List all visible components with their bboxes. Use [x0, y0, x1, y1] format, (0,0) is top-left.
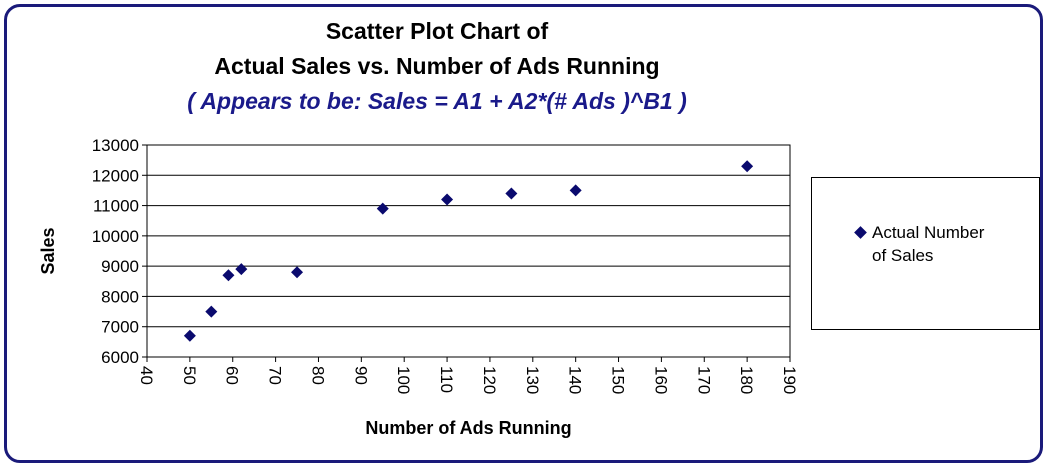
data-point [205, 305, 218, 318]
legend-label: Actual Number of Sales [872, 223, 985, 265]
plot-area [146, 144, 791, 358]
x-tick-label: 70 [266, 366, 285, 385]
x-tick-label: 190 [780, 366, 799, 394]
y-tick-label: 6000 [101, 348, 139, 367]
y-axis-label: Sales [38, 227, 58, 274]
x-tick-label: 50 [180, 366, 199, 385]
x-tick-label: 130 [523, 366, 542, 394]
legend: Actual Number of Sales [811, 177, 1040, 330]
x-tick-label: 180 [737, 366, 756, 394]
x-tick-label: 60 [223, 366, 242, 385]
chart-title: Scatter Plot Chart of [325, 18, 549, 44]
x-tick-label: 90 [351, 366, 370, 385]
x-tick-label: 120 [480, 366, 499, 394]
data-point [441, 193, 454, 206]
y-tick-label: 10000 [92, 227, 139, 246]
data-point [183, 329, 196, 342]
x-tick-label: 110 [437, 366, 456, 393]
y-tick-label: 8000 [101, 287, 139, 306]
y-tick-label: 11000 [93, 197, 139, 216]
x-tick-label: 80 [308, 366, 327, 385]
data-point [505, 187, 518, 200]
y-tick-label: 9000 [101, 257, 139, 276]
x-tick-label: 100 [394, 366, 413, 394]
x-tick-label: 40 [137, 366, 156, 385]
data-point [235, 263, 248, 276]
x-tick-label: 140 [566, 366, 585, 394]
data-point [291, 266, 304, 279]
x-tick-label: 170 [694, 366, 713, 394]
chart-title-line2: Actual Sales vs. Number of Ads Running [214, 53, 660, 79]
y-tick-label: 12000 [92, 166, 139, 185]
data-point [222, 269, 235, 282]
data-point [741, 160, 754, 173]
chart-subtitle: ( Appears to be: Sales = A1 + A2*(# Ads … [187, 88, 687, 114]
x-axis-label: Number of Ads Running [365, 418, 571, 438]
y-tick-label: 13000 [92, 136, 139, 155]
y-tick-label: 7000 [101, 318, 139, 337]
data-point [376, 202, 389, 215]
x-tick-label: 160 [651, 366, 670, 394]
data-point [569, 184, 582, 197]
legend-diamond-marker-icon [854, 226, 867, 239]
x-tick-label: 150 [609, 366, 628, 394]
